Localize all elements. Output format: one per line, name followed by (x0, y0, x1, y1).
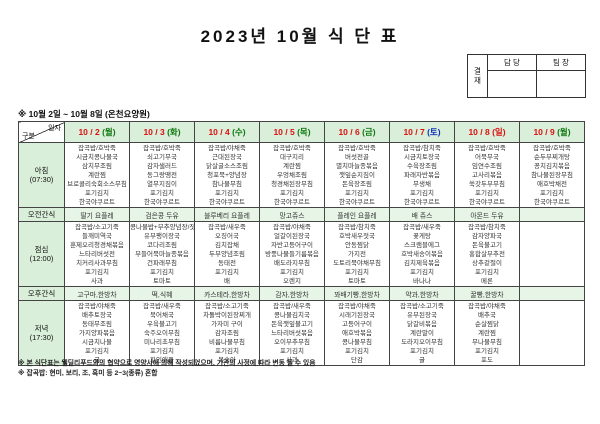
column-weekday: (금) (362, 127, 376, 137)
menu-cell: 잡곡밥/참치죽 호박새우젓국 안동찜닭 가지전 도토리묵야채무침 포기김치 토마토 (324, 221, 390, 287)
column-weekday: (일) (492, 127, 506, 137)
snack-cell: 약과,한방차 (389, 286, 455, 301)
menu-cell: 잡곡밥/야채죽 배추국 순살찜닭 계란찜 무나물무침 포기김치 포도 (454, 300, 520, 366)
column-date: 10 / 6 (338, 127, 363, 137)
snack-cell: 플레인 요플레 (324, 207, 390, 222)
menu-row: 점심 (12:00) 잡곡밥/소고기죽 들깨미역국 훈제오리청경채볶음 느타리버섯전 치커리… (18, 221, 585, 287)
column-header: 10 / 2 (월) (64, 121, 130, 143)
column-date: 10 / 8 (468, 127, 493, 137)
row-label: 오전간식 (18, 207, 65, 222)
menu-cell: 잡곡밥/호박죽 순두부찌개탕 꽁치김치볶음 참나물된장무침 애호박채전 포기김치 한국야쿠르… (519, 142, 585, 208)
approval-stamp-label: 결재 (467, 54, 488, 98)
menu-cell: 잡곡밥/참치죽 시금치토장국 수육장조림 파래자반볶음 무생채 포기김치 한국야쿠르트 (389, 142, 455, 208)
approval-col-damdang: 담 당 (487, 54, 537, 71)
approval-signature-cell (536, 70, 586, 98)
snack-cell: 꽈배기빵,한방차 (324, 286, 390, 301)
snack-cell: 딸기 요플레 (64, 207, 130, 222)
menu-row: 오전간식 딸기 요플레 검은콩 두유 블루베리 요플레 망고쥬스 플레인 요플레 배 쥬스 아… (18, 207, 585, 222)
menu-row: 아침 (07:30) 잡곡밥/호박죽 시금치콩나물국 삼치무조림 계란찜 브로콜리숙회소스무… (18, 142, 585, 208)
column-header: 10 / 4 (수) (194, 121, 260, 143)
column-date: 10 / 3 (143, 127, 168, 137)
column-header: 10 / 8 (일) (454, 121, 520, 143)
menu-row: 오후간식 고구마,한방차 떡,식혜 카스테라,한방차 감자,한방차 꽈배기빵,한방차 약과,… (18, 286, 585, 301)
approval-col-timjang: 팀 장 (536, 54, 586, 71)
column-weekday: (목) (297, 127, 311, 137)
snack-cell: 망고쥬스 (259, 207, 325, 222)
menu-cell: 잡곡밥/야채죽 근대된장국 닭살굴소스조림 청포묵+양념장 참나물무침 포기김치 한국야쿠르… (194, 142, 260, 208)
column-header: 10 / 7 (토) (389, 121, 455, 143)
snack-cell: 배 쥬스 (389, 207, 455, 222)
menu-cell: 잡곡밥/호박죽 시금치콩나물국 삼치무조림 계란찜 브로콜리숙회소스무침 포기김치 한국야쿠… (64, 142, 130, 208)
snack-cell: 꿀빵,한방차 (454, 286, 520, 301)
column-date: 10 / 9 (533, 127, 558, 137)
menu-cell: 잡곡밥/야채죽 시래기된장국 고등어구이 애호박볶음 콩나물무침 포기김치 단감 (324, 300, 390, 366)
snack-cell (519, 207, 585, 222)
menu-cell: 잡곡밥/호박죽 버섯전골 멸치마늘종볶음 깻잎순지짐이 돈육장조림 포기김치 한국야쿠르트 (324, 142, 390, 208)
column-weekday: (수) (232, 127, 246, 137)
period-note: ※ 10월 2일 ~ 10월 8일 (온천요양원) (18, 109, 150, 119)
footnote-line: ※ 본 식단표는 웰딜리푸드와의 협약으로 영양사에 의해 작성되었으며, 기관… (18, 360, 316, 367)
row-label: 점심 (12:00) (18, 221, 65, 287)
column-weekday: (토) (427, 127, 441, 137)
menu-table: 일자 구분 10 / 2 (월) 10 / 3 (화) 10 / 4 (수) 10 /… (18, 121, 585, 366)
menu-cell (519, 300, 585, 366)
row-label: 아침 (07:30) (18, 142, 65, 208)
menu-cell: 잡곡밥/새우죽 콩나물김치국 돈육깻잎불고기 느타리버섯볶음 오이부추무침 포기김치 사과 (259, 300, 325, 366)
footnotes: ※ 본 식단표는 웰딜리푸드와의 협약으로 영양사에 의해 작성되었으며, 기관… (18, 359, 316, 378)
snack-cell: 고구마,한방차 (64, 286, 130, 301)
column-header: 10 / 5 (목) (259, 121, 325, 143)
corner-cell: 일자 구분 (18, 121, 65, 143)
corner-top-label: 일자 (48, 125, 61, 132)
menu-cell: 잡곡밥/호박죽 쇠고기무국 감자샐러드 동그랑땡전 열무지짐이 포기김치 한국야쿠르트 (129, 142, 195, 208)
menu-cell: 잡곡밥/호박죽 대구지리 계란찜 우엉채조림 청경채된장무침 포기김치 한국야쿠르트 (259, 142, 325, 208)
menu-cell: 잡곡밥/호박죽 어묵무국 임연수조림 고사리볶음 쑥갓두부무침 포기김치 한국야쿠르트 (454, 142, 520, 208)
approval-signature-cell (487, 70, 537, 98)
menu-cell: 잡곡밥/새우죽 꽃게탕 스크램블에그 호박새송이볶음 김치제육볶음 포기김치 바나나 (389, 221, 455, 287)
column-weekday: (화) (167, 127, 181, 137)
snack-cell: 블루베리 요플레 (194, 207, 260, 222)
column-header: 10 / 3 (화) (129, 121, 195, 143)
corner-bottom-label: 구분 (22, 133, 35, 140)
approval-box: 결재 담 당 팀 장 (467, 54, 586, 98)
menu-cell: 잡곡밥/소고기죽 유부된장국 닭갈비볶음 계란말이 도라지오이무침 포기김치 귤 (389, 300, 455, 366)
snack-cell (519, 286, 585, 301)
menu-cell: 잡곡밥/새우죽 오징어국 김치잡채 두부양념조림 동태전 포기김치 배 (194, 221, 260, 287)
row-label: 오후간식 (18, 286, 65, 301)
menu-cell: 잡곡밥/야채죽 배추토장국 동태무조림 가지양파볶음 시금치나물 포기김치 귤 (64, 300, 130, 366)
snack-cell: 아몬드 두유 (454, 207, 520, 222)
page-title: 2023년 10월 식 단 표 (200, 27, 400, 46)
menu-cell: 잡곡밥/새우죽 북어채국 우육불고기 숙주오이무침 미나리초무침 포기김치 파인애플 (129, 300, 195, 366)
column-date: 10 / 4 (208, 127, 233, 137)
menu-cell: 잡곡밥/참치죽 감자양파국 돈육불고기 홍합살부추전 상추겉절이 포기김치 메론 (454, 221, 520, 287)
menu-cell: 잡곡밥/소고기죽 들깨미역국 훈제오리청경채볶음 느타리버섯전 치커리사과무침 포기김치 사… (64, 221, 130, 287)
menu-cell: 잡곡밥/소고기죽 차돌박이된장찌개 가자미 구이 감자조림 비름나물무침 포기김치 복숭아 (194, 300, 260, 366)
snack-cell: 검은콩 두유 (129, 207, 195, 222)
column-header: 10 / 6 (금) (324, 121, 390, 143)
header-row: 일자 구분 10 / 2 (월) 10 / 3 (화) 10 / 4 (수) 10 /… (18, 121, 585, 143)
column-weekday: (월) (557, 127, 571, 137)
snack-cell: 감자,한방차 (259, 286, 325, 301)
column-date: 10 / 7 (403, 127, 428, 137)
row-label: 저녁 (17:30) (18, 300, 65, 366)
menu-cell: 콩나물밥+부추양념장/잣죽 유부팽이장국 코다리조림 부들어묵마늘종볶음 건파래무침 포기… (129, 221, 195, 287)
column-header: 10 / 9 (월) (519, 121, 585, 143)
column-date: 10 / 2 (78, 127, 103, 137)
column-weekday: (월) (102, 127, 116, 137)
column-date: 10 / 5 (273, 127, 298, 137)
menu-cell (519, 221, 585, 287)
footnote-line: ※ 잡곡밥: 현미, 보리, 조, 흑미 등 2~3(종류) 혼합 (18, 369, 158, 377)
snack-cell: 떡,식혜 (129, 286, 195, 301)
snack-cell: 카스테라,한방차 (194, 286, 260, 301)
menu-cell: 잡곡밥/야채죽 얼갈이된장국 자반고등어구이 방풍나물들기름볶음 배도라지무침 포기김치 오… (259, 221, 325, 287)
menu-row: 저녁 (17:30) 잡곡밥/야채죽 배추토장국 동태무조림 가지양파볶음 시금치나물 포기김… (18, 300, 585, 366)
